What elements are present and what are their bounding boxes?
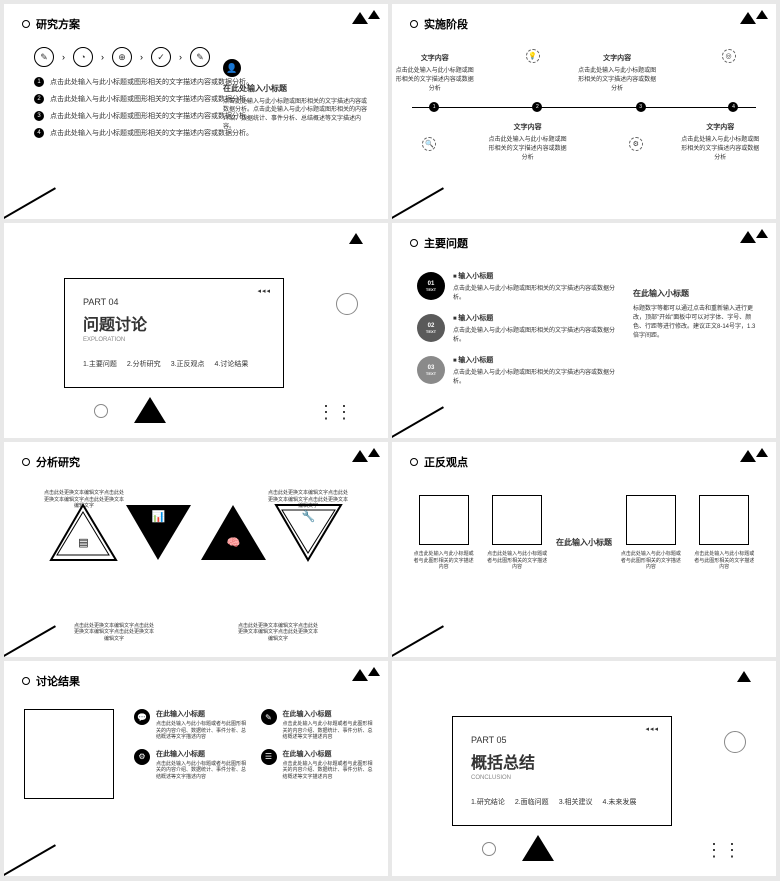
slide-main-issues: 主要问题 01TEXT输入小标题点击此处输入与此小标题或图形相关的文字描述内容或… [392, 223, 776, 438]
image-placeholder [24, 709, 114, 799]
slide-part05: ⋮⋮ ◂◂◂ PART 05 概括总结 CONCLUSION 1.研究结论2.面… [392, 661, 776, 876]
chart-icon: 📊 [152, 510, 166, 523]
item-icon: ⚙ [134, 749, 150, 765]
item-icon: ☰ [261, 749, 277, 765]
timeline-icon: ⚙ [629, 137, 643, 151]
slide-results: 讨论结果 💬在此输入小标题点击此处输入与此小标题或者与此图形相关的内容介绍、数据… [4, 661, 388, 876]
timeline-icon: 🔍 [422, 137, 436, 151]
number-badge: 02TEXT [417, 314, 445, 342]
slide-analysis: 分析研究 点击此处更换文本编辑文字点击此处更换文本编辑文字点击此处更换文本编辑文… [4, 442, 388, 657]
section-card: ◂◂◂ PART 05 概括总结 CONCLUSION 1.研究结论2.面临问题… [452, 716, 672, 826]
slide-implementation: 实施阶段 1234 💡 ◎ 🔍 ⚙ 文字内容点击此处输入与此小标题或图形相关的文… [392, 4, 776, 219]
slide-research-plan: 研究方案 ✎› ◔› ⊕› ✓› ✎ 1点击此处输入与此小标题或图形相关的文字描… [4, 4, 388, 219]
step-icon: ✓ [151, 47, 171, 67]
item-icon: 💬 [134, 709, 150, 725]
number-badge: 01TEXT [417, 272, 445, 300]
item-icon: ✎ [261, 709, 277, 725]
timeline-icon: ◎ [722, 49, 736, 63]
step-icon: ⊕ [112, 47, 132, 67]
slide-viewpoints: 正反观点 点击此处输入与此小标题或者与此图形相关的文字描述内容 点击此处输入与此… [392, 442, 776, 657]
step-icon: ◔ [73, 47, 93, 67]
slide-part04: ⋮⋮ ◂◂◂ PART 04 问题讨论 EXPLORATION 1.主要问题2.… [4, 223, 388, 438]
number-badge: 03TEXT [417, 356, 445, 384]
list-icon: ▤ [78, 536, 88, 549]
brain-icon: 🧠 [227, 536, 241, 549]
section-card: ◂◂◂ PART 04 问题讨论 EXPLORATION 1.主要问题2.分析研… [64, 278, 284, 388]
timeline-icon: 💡 [526, 49, 540, 63]
step-icon: ✎ [190, 47, 210, 67]
step-icon: ✎ [34, 47, 54, 67]
gear-icon: 🔧 [302, 510, 316, 523]
slide-title: 研究方案 [36, 16, 80, 32]
avatar-icon: 👤 [223, 59, 241, 77]
